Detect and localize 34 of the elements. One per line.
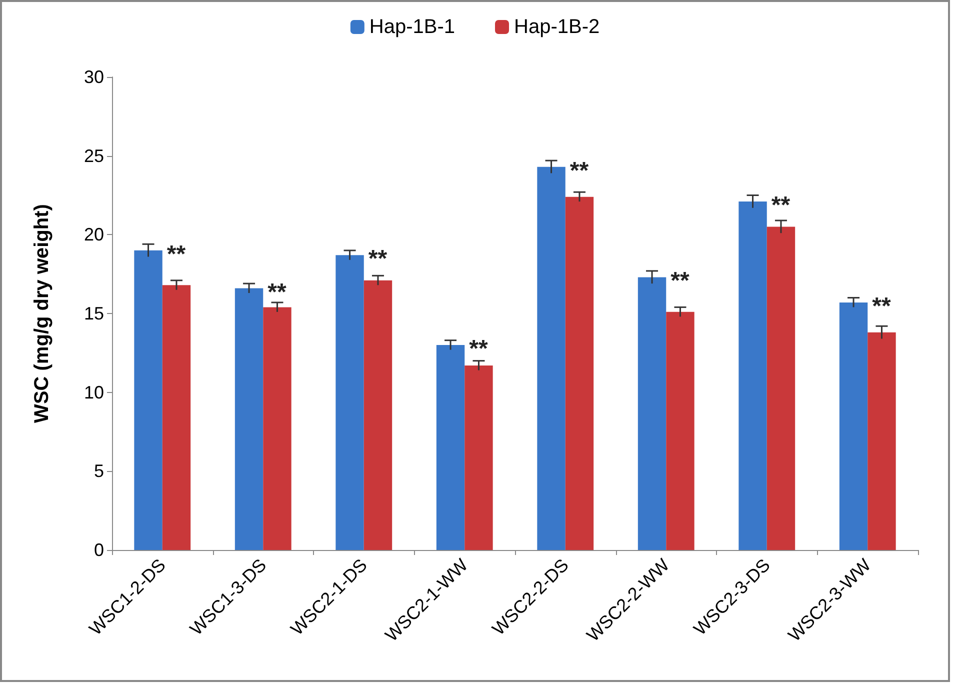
bar <box>537 166 566 550</box>
annotation: ** <box>368 246 388 273</box>
bar <box>638 277 666 550</box>
annotation: ** <box>872 292 892 320</box>
bar <box>839 302 868 550</box>
legend-label: Hap-1B-1 <box>369 16 456 38</box>
y-tick-label: 0 <box>94 540 104 560</box>
y-axis-title: WSC (mg/g dry weight) <box>31 204 53 423</box>
bar <box>565 196 594 550</box>
bar <box>766 226 796 550</box>
bar <box>162 285 191 550</box>
annotation: ** <box>469 336 488 363</box>
bar <box>666 312 694 550</box>
bar <box>234 288 264 550</box>
annotation: ** <box>268 278 287 306</box>
y-tick-label: 5 <box>94 461 104 482</box>
y-tick-label: 20 <box>84 224 104 245</box>
y-tick-label: 30 <box>84 67 104 87</box>
bar <box>263 307 292 550</box>
bar <box>436 345 465 550</box>
y-tick-label: 15 <box>84 304 104 324</box>
annotation: ** <box>570 157 590 184</box>
legend-label: Hap-1B-2 <box>514 16 600 38</box>
bar <box>336 255 364 550</box>
annotation: ** <box>166 240 186 268</box>
bar <box>464 366 493 550</box>
y-tick-label: 25 <box>84 146 104 166</box>
y-tick-label: 10 <box>84 382 104 402</box>
annotation: ** <box>670 268 690 295</box>
bar <box>738 202 767 550</box>
bar <box>364 280 392 550</box>
bar <box>868 332 896 550</box>
annotation: ** <box>771 192 791 220</box>
bar <box>134 250 162 550</box>
